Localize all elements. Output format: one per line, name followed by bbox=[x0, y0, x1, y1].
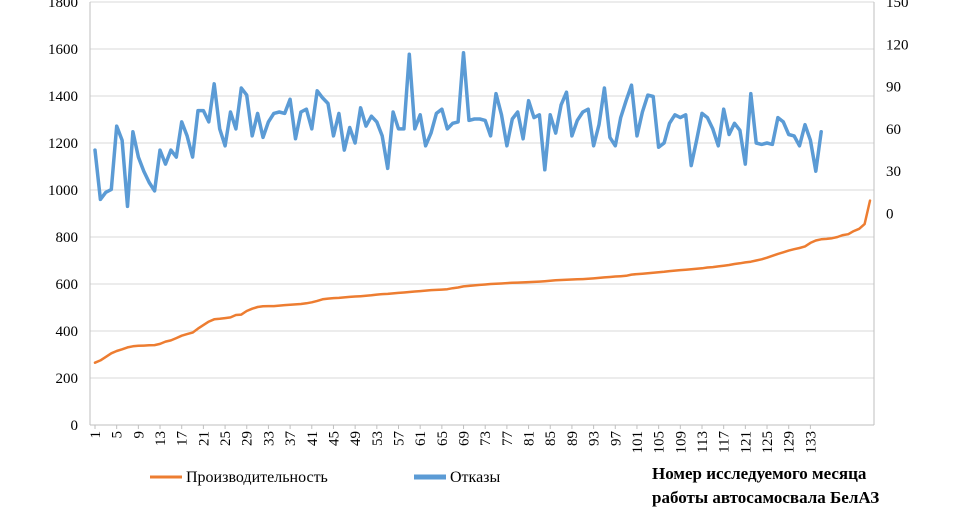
left-axis-ticks: 0 200 400 600 800 1000 1200 1400 1600 1800 bbox=[48, 0, 78, 434]
x-tick-label: 89 bbox=[565, 431, 581, 446]
x-tick-label: 105 bbox=[652, 431, 668, 454]
x-tick-label: 57 bbox=[391, 431, 407, 447]
left-tick-label: 600 bbox=[56, 277, 79, 293]
left-tick-label: 1400 bbox=[48, 89, 78, 105]
right-tick-label: 30 bbox=[886, 164, 901, 180]
x-tick-label: 33 bbox=[261, 431, 277, 446]
x-tick-label: 53 bbox=[370, 431, 386, 446]
left-tick-label: 0 bbox=[71, 418, 79, 434]
x-axis-ticks: 1 5 9 13 17 21 25 29 33 37 41 45 49 53 57 61 65 69 73 77 81 8… bbox=[88, 425, 819, 454]
x-tick-label: 109 bbox=[673, 431, 689, 454]
right-tick-label: 120 bbox=[886, 37, 909, 53]
x-tick-label: 81 bbox=[522, 431, 538, 446]
x-tick-label: 125 bbox=[760, 431, 776, 454]
x-tick-label: 113 bbox=[695, 431, 711, 453]
series-line-failures bbox=[93, 51, 823, 209]
right-tick-label: 0 bbox=[886, 207, 894, 223]
x-tick-label: 121 bbox=[738, 431, 754, 454]
x-tick-label: 93 bbox=[587, 431, 603, 446]
x-tick-label: 37 bbox=[283, 431, 299, 447]
left-tick-label: 1200 bbox=[48, 136, 78, 152]
left-tick-label: 200 bbox=[56, 371, 79, 387]
gridlines bbox=[90, 1, 874, 379]
x-tick-label: 13 bbox=[153, 431, 169, 446]
x-tick-label: 17 bbox=[175, 431, 191, 447]
left-tick-label: 1000 bbox=[48, 183, 78, 199]
x-tick-label: 97 bbox=[608, 431, 624, 447]
legend-label-failures: Отказы bbox=[450, 469, 501, 486]
x-tick-label: 129 bbox=[782, 431, 798, 454]
right-axis-ticks: 0 30 60 90 120 150 bbox=[886, 0, 909, 223]
legend: Производительность Отказы bbox=[150, 469, 501, 486]
x-tick-label: 77 bbox=[500, 431, 516, 447]
right-tick-label: 90 bbox=[886, 80, 901, 96]
x-tick-label: 5 bbox=[110, 431, 126, 439]
x-tick-label: 21 bbox=[196, 431, 212, 446]
x-tick-label: 133 bbox=[803, 431, 819, 454]
x-tick-label: 101 bbox=[630, 431, 646, 454]
x-tick-label: 85 bbox=[543, 431, 559, 446]
left-tick-label: 1800 bbox=[48, 0, 78, 11]
left-tick-label: 800 bbox=[56, 230, 79, 246]
x-tick-label: 69 bbox=[457, 431, 473, 446]
x-axis-title-line-2: работы автосамосвала БелАЗ bbox=[652, 488, 880, 507]
x-tick-label: 25 bbox=[218, 431, 234, 446]
x-tick-label: 73 bbox=[478, 431, 494, 446]
x-tick-label: 61 bbox=[413, 431, 429, 446]
legend-label-productivity: Производительность bbox=[186, 469, 328, 486]
x-tick-label: 45 bbox=[326, 431, 342, 446]
x-tick-label: 29 bbox=[240, 431, 256, 446]
x-tick-label: 1 bbox=[88, 431, 104, 439]
series-layer bbox=[93, 51, 872, 364]
x-axis-title-line-1: Номер исследуемого месяца bbox=[652, 464, 867, 483]
right-tick-label: 150 bbox=[886, 0, 909, 11]
x-tick-label: 117 bbox=[717, 431, 733, 453]
x-tick-label: 9 bbox=[131, 431, 147, 439]
left-tick-label: 1600 bbox=[48, 42, 78, 58]
right-tick-label: 60 bbox=[886, 122, 901, 138]
x-tick-label: 41 bbox=[305, 431, 321, 446]
x-tick-label: 49 bbox=[348, 431, 364, 446]
x-tick-label: 65 bbox=[435, 431, 451, 446]
x-axis-title: Номер исследуемого месяца работы автосам… bbox=[652, 462, 952, 510]
axes bbox=[89, 2, 875, 426]
left-tick-label: 400 bbox=[56, 324, 79, 340]
series-line-productivity bbox=[93, 199, 872, 364]
